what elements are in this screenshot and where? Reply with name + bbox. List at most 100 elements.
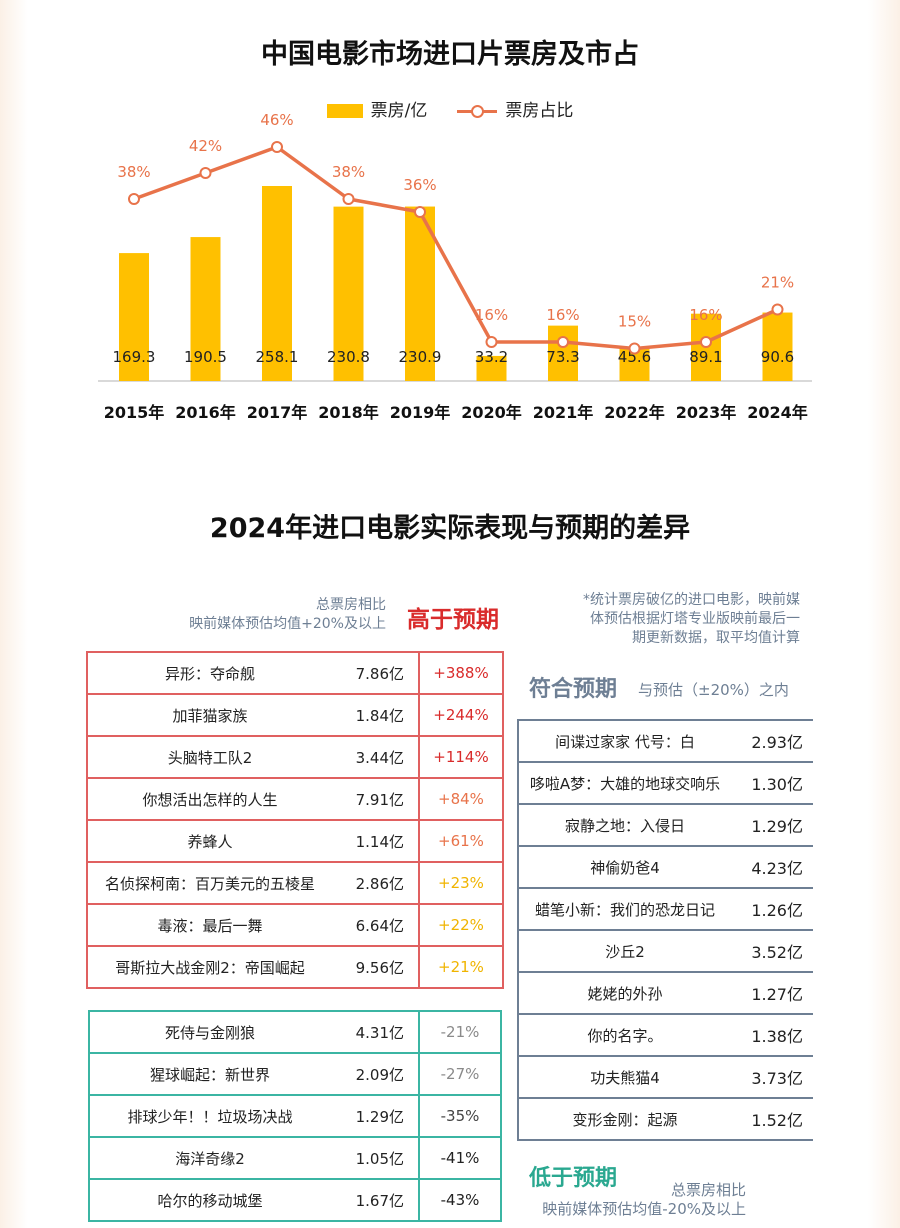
diff-percent: -35% bbox=[418, 1094, 502, 1138]
movie-name: 间谍过家家 代号：白 bbox=[517, 719, 731, 763]
higher-label: 高于预期 bbox=[407, 607, 499, 633]
share-point bbox=[128, 193, 140, 205]
box-office-value: 2.86亿 bbox=[332, 861, 419, 905]
diff-percent: -27% bbox=[418, 1052, 502, 1096]
movie-name: 名侦探柯南：百万美元的五棱星 bbox=[86, 861, 332, 905]
lower-desc-line: 映前媒体预估均值-20%及以上 bbox=[542, 1200, 746, 1218]
share-value-label: 38% bbox=[332, 163, 365, 181]
combo-chart: 169.3 190.5 258.1 230.8 230.9 33.2 73.3 45.6 89.… bbox=[98, 111, 812, 422]
box-office-value: 6.64亿 bbox=[332, 903, 419, 947]
note-line: 体预估根据灯塔专业版映前最后一 bbox=[590, 611, 800, 627]
movie-name: 姥姥的外孙 bbox=[517, 971, 731, 1015]
movie-name: 养蜂人 bbox=[86, 819, 332, 863]
higher-row: 头脑特工队2 3.44亿 +114% bbox=[86, 735, 504, 779]
box-office-value: 1.30亿 bbox=[731, 761, 813, 805]
higher-desc-line: 映前媒体预估均值+20%及以上 bbox=[189, 616, 386, 632]
movie-name: 头脑特工队2 bbox=[86, 735, 332, 779]
match-table: 间谍过家家 代号：白 2.93亿 哆啦A梦：大雄的地球交响乐 1.30亿 寂静之地：入侵… bbox=[517, 719, 813, 1141]
legend-item-line: 票房占比 bbox=[457, 96, 573, 121]
box-office-value: 4.23亿 bbox=[731, 845, 813, 889]
x-tick-label: 2021年 bbox=[533, 403, 594, 422]
box-office-value: 7.86亿 bbox=[332, 651, 419, 695]
legend-bar-label: 票房/亿 bbox=[370, 101, 428, 121]
diff-percent: +114% bbox=[418, 735, 504, 779]
match-label: 符合预期 bbox=[529, 677, 618, 702]
chart-legend: 票房/亿 票房占比 bbox=[0, 96, 900, 121]
x-tick-label: 2022年 bbox=[604, 403, 665, 422]
higher-row: 加菲猫家族 1.84亿 +244% bbox=[86, 693, 504, 737]
movie-name: 你的名字。 bbox=[517, 1013, 731, 1057]
movie-name: 哆啦A梦：大雄的地球交响乐 bbox=[517, 761, 731, 805]
x-tick-label: 2020年 bbox=[461, 403, 522, 422]
lower-row: 排球少年！！垃圾场决战 1.29亿 -35% bbox=[88, 1094, 502, 1138]
movie-name: 你想活出怎样的人生 bbox=[86, 777, 332, 821]
note-line: 期更新数据，取平均值计算 bbox=[632, 630, 800, 646]
higher-row: 毒液：最后一舞 6.64亿 +22% bbox=[86, 903, 504, 947]
bar bbox=[190, 237, 221, 381]
movie-name: 排球少年！！垃圾场决战 bbox=[88, 1094, 330, 1138]
bar bbox=[405, 206, 435, 381]
diff-percent: +244% bbox=[418, 693, 504, 737]
share-value-label: 38% bbox=[117, 163, 150, 181]
left-edge-decoration bbox=[0, 0, 28, 1228]
diff-percent: -43% bbox=[418, 1178, 502, 1222]
share-point bbox=[557, 336, 569, 348]
box-office-value: 4.31亿 bbox=[330, 1010, 419, 1054]
box-office-value: 1.14亿 bbox=[332, 819, 419, 863]
higher-description: 总票房相比 映前媒体预估均值+20%及以上 bbox=[150, 596, 386, 634]
bar bbox=[262, 186, 292, 381]
higher-desc-line: 总票房相比 bbox=[316, 597, 386, 613]
lower-description: 总票房相比 映前媒体预估均值-20%及以上 bbox=[510, 1181, 746, 1219]
share-value-label: 16% bbox=[475, 306, 508, 324]
lower-row: 猩球崛起：新世界 2.09亿 -27% bbox=[88, 1052, 502, 1096]
higher-row: 养蜂人 1.14亿 +61% bbox=[86, 819, 504, 863]
match-row: 沙丘2 3.52亿 bbox=[517, 929, 813, 973]
lower-table: 死侍与金刚狼 4.31亿 -21% 猩球崛起：新世界 2.09亿 -27% 排球少年！！垃圾… bbox=[88, 1010, 502, 1222]
bar bbox=[762, 312, 793, 381]
bar-value-label: 90.6 bbox=[761, 348, 794, 366]
movie-name: 神偷奶爸4 bbox=[517, 845, 731, 889]
box-office-value: 1.27亿 bbox=[731, 971, 813, 1015]
diff-percent: -21% bbox=[418, 1010, 502, 1054]
match-row: 神偷奶爸4 4.23亿 bbox=[517, 845, 813, 889]
share-point bbox=[199, 167, 212, 179]
share-value-label: 21% bbox=[761, 274, 794, 292]
match-description: 与预估（±20%）之内 bbox=[638, 681, 789, 699]
match-row: 蜡笔小新：我们的恐龙日记 1.26亿 bbox=[517, 887, 813, 931]
note-line: *统计票房破亿的进口电影，映前媒 bbox=[583, 592, 800, 608]
movie-name: 功夫熊猫4 bbox=[517, 1055, 731, 1099]
bar-value-label: 89.1 bbox=[689, 348, 722, 366]
share-point bbox=[342, 193, 355, 205]
share-value-label: 36% bbox=[403, 176, 436, 194]
share-point bbox=[628, 342, 641, 355]
bar bbox=[548, 325, 578, 381]
movie-name: 异形：夺命舰 bbox=[86, 651, 332, 695]
movie-name: 哥斯拉大战金刚2：帝国崛起 bbox=[86, 945, 332, 989]
box-office-value: 1.29亿 bbox=[330, 1094, 419, 1138]
x-tick-label: 2023年 bbox=[676, 403, 737, 422]
share-point bbox=[771, 303, 784, 316]
x-tick-label: 2019年 bbox=[390, 403, 451, 422]
legend-line-swatch bbox=[457, 104, 498, 118]
movie-name: 蜡笔小新：我们的恐龙日记 bbox=[517, 887, 731, 931]
movie-name: 猩球崛起：新世界 bbox=[88, 1052, 330, 1096]
lower-desc-line: 总票房相比 bbox=[670, 1181, 746, 1199]
match-row: 间谍过家家 代号：白 2.93亿 bbox=[517, 719, 813, 763]
data-note: *统计票房破亿的进口电影，映前媒 体预估根据灯塔专业版映前最后一 期更新数据，取… bbox=[536, 591, 800, 648]
x-tick-label: 2018年 bbox=[318, 403, 379, 422]
bar-value-label: 258.1 bbox=[256, 348, 299, 366]
bar bbox=[476, 355, 507, 381]
bar-value-label: 190.5 bbox=[184, 348, 227, 366]
x-tick-label: 2024年 bbox=[747, 403, 808, 422]
movie-name: 沙丘2 bbox=[517, 929, 731, 973]
bar-value-label: 73.3 bbox=[546, 348, 579, 366]
lower-row: 海洋奇缘2 1.05亿 -41% bbox=[88, 1136, 502, 1180]
movie-name: 死侍与金刚狼 bbox=[88, 1010, 330, 1054]
box-office-value: 1.38亿 bbox=[731, 1013, 813, 1057]
bar-value-label: 45.6 bbox=[618, 348, 651, 366]
match-row: 寂静之地：入侵日 1.29亿 bbox=[517, 803, 813, 847]
box-office-value: 3.44亿 bbox=[332, 735, 419, 779]
higher-row: 名侦探柯南：百万美元的五棱星 2.86亿 +23% bbox=[86, 861, 504, 905]
diff-percent: +21% bbox=[418, 945, 504, 989]
movie-name: 加菲猫家族 bbox=[86, 693, 332, 737]
